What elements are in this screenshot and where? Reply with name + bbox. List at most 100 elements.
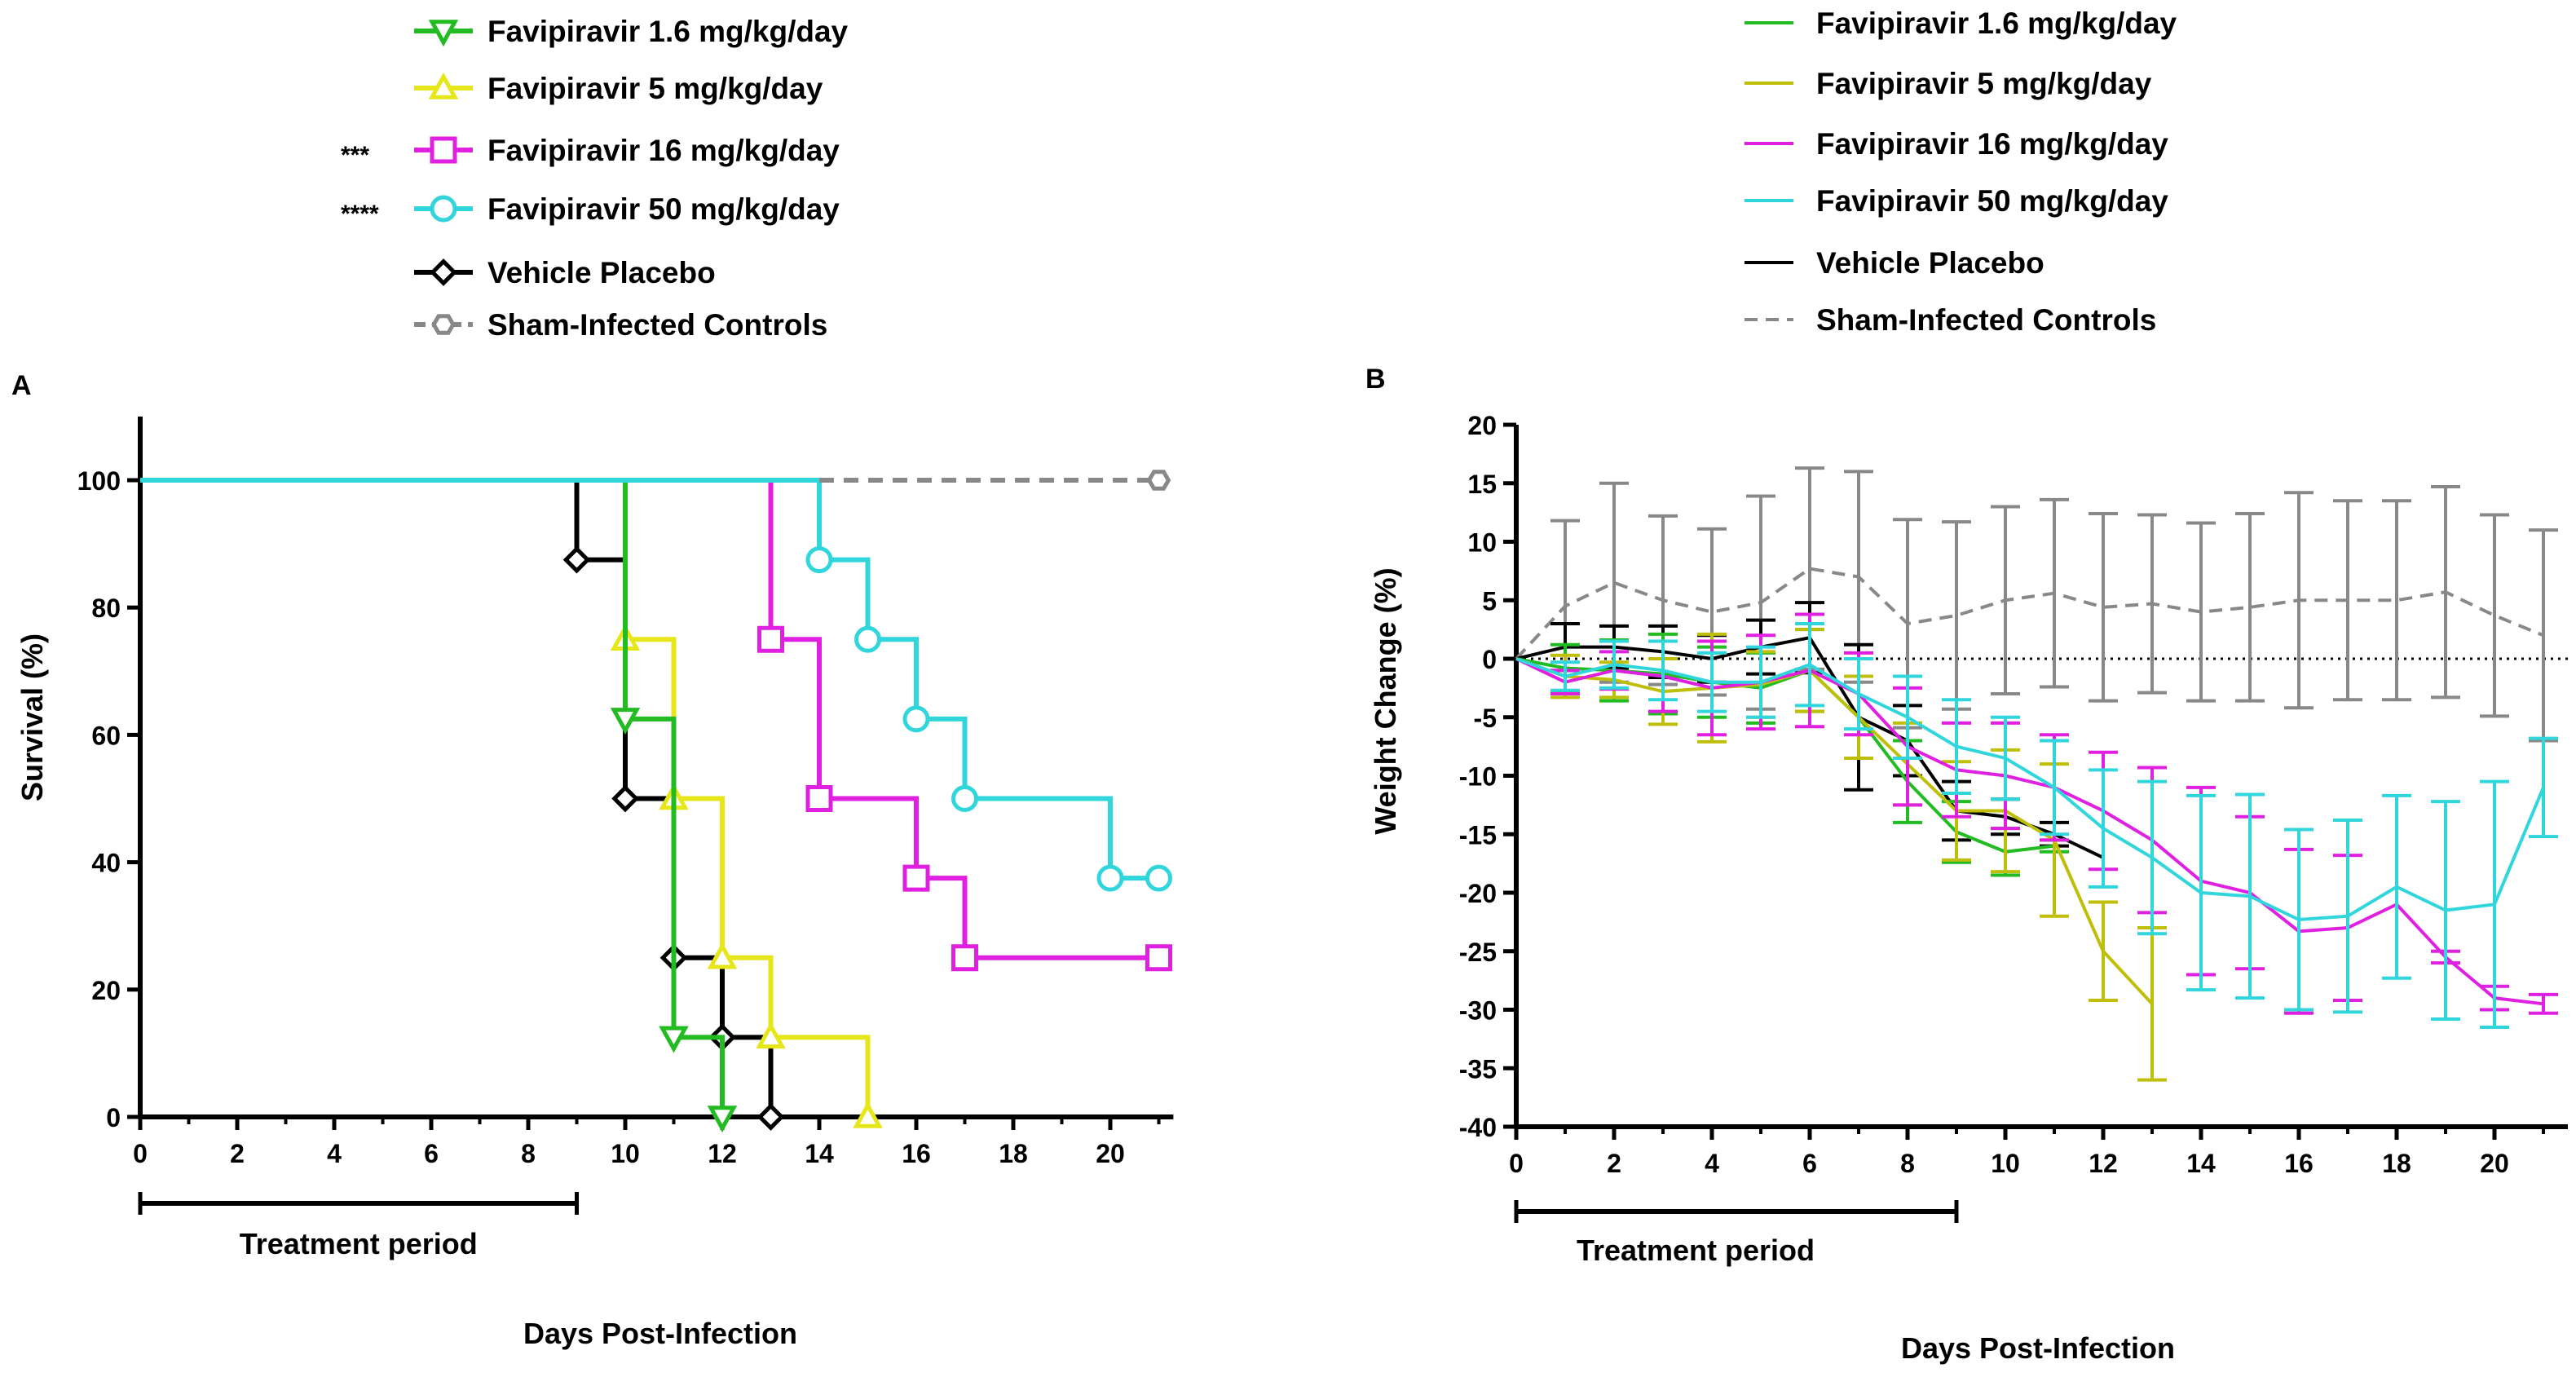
panel-b-series-favipiravir-50-mg-kg-day [1515,621,2558,1030]
panel-b-xtick-label: 12 [2089,1149,2118,1178]
legend-b-entry-favipiravir-1-6-mg-kg-day: Favipiravir 1.6 mg/kg/day [1745,7,2177,40]
panel-a-letter: A [11,370,32,401]
panel-a-xlabel: Days Post-Infection [523,1317,797,1350]
legend-a-label: Vehicle Placebo [487,256,716,289]
legend-a-marker-triangle-down-icon [428,20,459,47]
legend-b-label: Favipiravir 16 mg/kg/day [1816,127,2168,161]
panel-b-error-bar [2235,512,2265,703]
panel-b-ytick-label: -15 [1459,820,1497,850]
legend-a-marker-circle-icon [430,195,457,223]
legend-b-label: Favipiravir 50 mg/kg/day [1816,184,2168,218]
legend-a-entry-favipiravir-5-mg-kg-day: Favipiravir 5 mg/kg/day [414,72,823,105]
panel-b-error-bar [2089,512,2118,703]
legend-b-entry-sham-infected-controls: Sham-Infected Controls [1745,303,2156,337]
weight-chart-panel-b: B 20 15 10 5 0 -5 -10 -15 -20 -25 -30 -35 -40 0 2 4 6 8 10… [1365,364,2568,1365]
legend-a-marker-square-icon [430,136,457,164]
legend-b-label: Vehicle Placebo [1816,246,2044,280]
panel-a-ytick-label: 40 [91,849,121,878]
legend-b-entry-favipiravir-5-mg-kg-day: Favipiravir 5 mg/kg/day [1745,67,2152,100]
panel-a-ytick-label: 20 [91,976,121,1005]
panel-a-point-triangle-down [659,1026,689,1053]
panel-a-ytick-label: 80 [91,594,121,623]
panel-a-xtick-label: 16 [902,1139,931,1168]
panel-b-treatment-period: Treatment period [1514,1200,1959,1267]
panel-a-ylabel: Survival (%) [15,633,49,801]
panel-b-error-bar [2480,513,2509,718]
legend-panel-a: Favipiravir 1.6 mg/kg/day Favipiravir 5 m… [341,15,849,342]
panel-a-step-line [140,478,871,1117]
legend-a-significance: **** [341,201,379,227]
panel-b-xtick-label: 0 [1509,1149,1524,1178]
panel-a-point-triangle-down [610,708,641,735]
legend-b-entry-favipiravir-16-mg-kg-day: Favipiravir 16 mg/kg/day [1745,127,2168,161]
panel-b-mean-line [1515,567,2544,660]
panel-a-point-diamond [562,545,591,574]
panel-a-axes: 0 20 40 60 80 100 0 2 4 6 8 10 12 14 16 18 20 [77,416,1174,1168]
panel-b-mean-line [1515,657,2545,922]
panel-a-step-line [140,478,1159,960]
panel-b-ytick-label: -30 [1459,996,1497,1026]
panel-a-xtick-label: 8 [521,1139,536,1168]
legend-a-entry-favipiravir-50-mg-kg-day: Favipiravir 50 mg/kg/day **** [341,192,840,227]
legend-b-label: Sham-Infected Controls [1816,303,2156,337]
panel-a-ytick-label: 100 [77,466,121,496]
legend-a-marker-diamond-icon [430,258,457,286]
panel-b-ytick-label: 0 [1482,645,1497,674]
legend-a-entry-favipiravir-16-mg-kg-day: Favipiravir 16 mg/kg/day *** [341,134,840,169]
panel-b-error-bar [1942,520,1971,711]
panel-b-ytick-label: -25 [1459,938,1497,967]
panel-a-xtick-label: 0 [133,1139,148,1168]
panel-b-xtick-label: 10 [1991,1149,2020,1178]
panel-b-xtick-label: 2 [1607,1149,1621,1178]
survival-chart-panel-a: A 0 20 40 60 80 100 0 2 4 6 8 10 12 14 16 18 20 Treatmen… [11,370,1174,1350]
panel-a-xtick-label: 10 [611,1139,640,1168]
panel-b-axes: 20 15 10 5 0 -5 -10 -15 -20 -25 -30 -35 -40 0 2 4 6 8 10 12… [1459,411,2568,1178]
legend-a-entry-sham-infected-controls: Sham-Infected Controls [414,308,827,342]
panel-a-point-square [805,785,833,812]
panel-a-series-favipiravir-16-mg-kg-day [140,478,1172,972]
panel-b-ytick-label: -20 [1459,879,1497,908]
panel-a-point-square [1145,944,1172,972]
legend-b-entry-favipiravir-50-mg-kg-day: Favipiravir 50 mg/kg/day [1745,184,2168,218]
panel-a-xtick-label: 2 [230,1139,245,1168]
panel-b-letter: B [1365,364,1386,395]
panel-b-mean-line [1515,657,2154,1005]
panel-a-step-line [140,478,1159,881]
panel-a-point-square [757,625,784,653]
panel-b-xtick-label: 6 [1802,1149,1817,1178]
panel-a-point-circle [951,785,978,812]
legend-a-label: Favipiravir 1.6 mg/kg/day [487,15,849,48]
panel-b-ytick-label: -35 [1459,1054,1497,1084]
panel-a-point-circle [902,705,930,733]
panel-b-ytick-label: 20 [1467,411,1497,440]
panel-a-series-favipiravir-50-mg-kg-day [140,478,1172,892]
panel-a-ytick-label: 60 [91,721,121,750]
panel-a-series [140,470,1172,1133]
panel-a-point-circle [1145,864,1172,892]
panel-b-series-favipiravir-5-mg-kg-day [1515,628,2167,1082]
legend-panel-b: Favipiravir 1.6 mg/kg/day Favipiravir 5 m… [1745,7,2177,337]
panel-a-point-diamond [756,1103,785,1131]
panel-a-point-triangle-down [707,1106,738,1133]
panel-b-xlabel: Days Post-Infection [1901,1331,2175,1365]
panel-a-xtick-label: 4 [327,1139,342,1168]
panel-a-treatment-period: Treatment period [138,1192,579,1260]
legend-b-label: Favipiravir 1.6 mg/kg/day [1816,7,2177,40]
panel-b-xtick-label: 8 [1900,1149,1915,1178]
panel-a-point-diamond [611,784,639,813]
legend-b-entry-vehicle-placebo: Vehicle Placebo [1745,246,2044,280]
panel-b-ylabel: Weight Change (%) [1369,567,1402,834]
panel-b-xtick-label: 18 [2382,1149,2411,1178]
panel-b-error-bar [2382,499,2411,702]
panel-b-mean-line [1515,657,2544,1006]
legend-b-label: Favipiravir 5 mg/kg/day [1816,67,2152,100]
legend-a-marker-triangle-up-icon [428,72,459,99]
panel-b-xtick-label: 14 [2186,1149,2216,1178]
legend-a-label: Favipiravir 16 mg/kg/day [487,134,840,167]
panel-b-ytick-label: 15 [1467,470,1497,499]
legend-a-label: Favipiravir 5 mg/kg/day [487,72,823,105]
panel-b-xtick-label: 16 [2284,1149,2314,1178]
panel-a-point-circle [805,546,833,574]
panel-b-series-sham-infected-controls [1515,466,2558,743]
